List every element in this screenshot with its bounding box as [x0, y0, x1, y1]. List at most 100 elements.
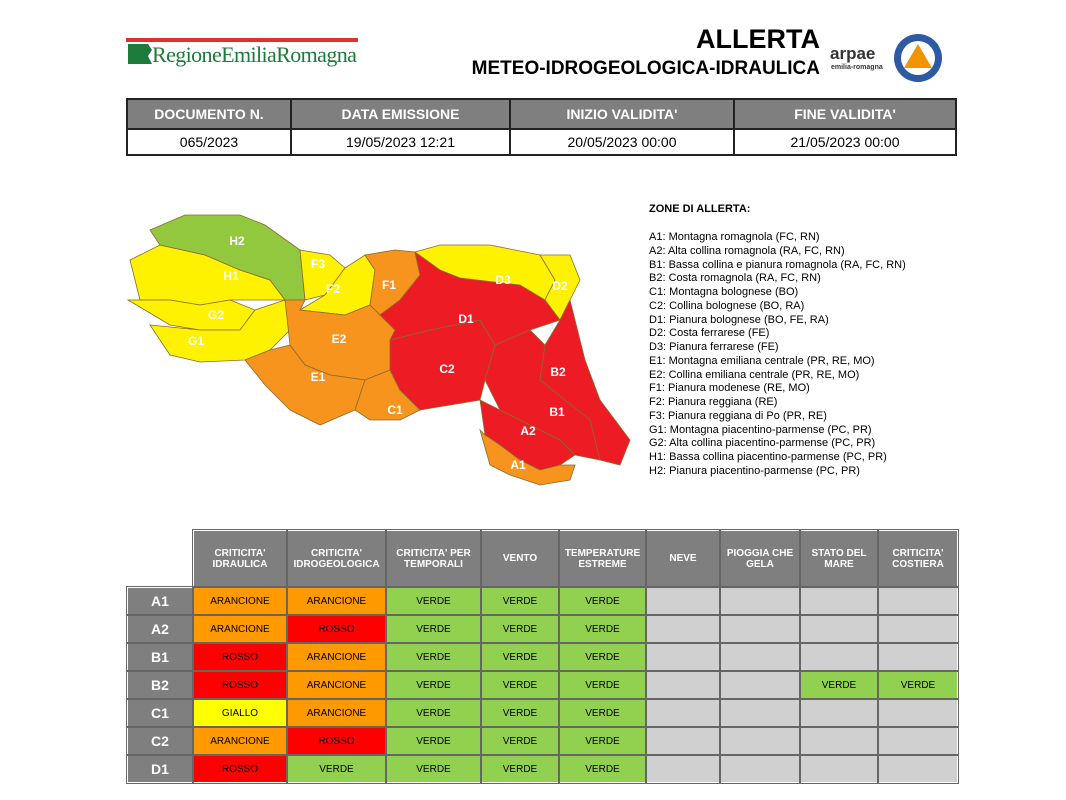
level-cell: VERDE — [286, 754, 387, 784]
level-cell: VERDE — [558, 670, 647, 700]
zone-label: D3 — [495, 273, 511, 287]
level-cell: VERDE — [558, 586, 647, 616]
level-cell: ARANCIONE — [286, 642, 387, 672]
empty-cell — [719, 698, 801, 728]
empty-cell — [645, 614, 721, 644]
alert-header-row: CRITICITA' IDRAULICA CRITICITA' IDROGEOLO… — [126, 529, 959, 588]
zone-item: B2: Costa romagnola (RA, FC, RN) — [649, 272, 821, 285]
civil-protection-logo — [894, 34, 942, 82]
zone-label: C2 — [439, 362, 455, 376]
level-cell: GIALLO — [192, 698, 288, 728]
empty-cell — [877, 726, 959, 756]
zone-item: E2: Collina emiliana centrale (PR, RE, M… — [649, 368, 860, 381]
level-cell: VERDE — [480, 670, 560, 700]
zone-item: F2: Pianura reggiana (RE) — [649, 396, 778, 409]
empty-cell — [799, 614, 879, 644]
empty-cell — [719, 726, 801, 756]
alert-header: CRITICITA' IDRAULICA — [192, 529, 288, 588]
level-cell: VERDE — [480, 586, 560, 616]
zone-label: G1 — [188, 334, 204, 348]
zone-item: B1: Bassa collina e pianura romagnola (R… — [649, 258, 906, 271]
logo — [126, 38, 358, 64]
zone-item: G1: Montagna piacentino-parmense (PC, PR… — [649, 423, 872, 436]
zone-label: E1 — [311, 370, 326, 384]
alert-header: CRITICITA' COSTIERA — [877, 529, 959, 588]
alert-row: C1 GIALLO ARANCIONE VERDE VERDE VERDE — [126, 698, 959, 728]
empty-cell — [877, 698, 959, 728]
level-cell: VERDE — [385, 698, 482, 728]
zone-item: D1: Pianura bolognese (BO, FE, RA) — [649, 313, 829, 326]
doc-header: FINE VALIDITA' — [733, 98, 957, 130]
zone-item: H1: Bassa collina piacentino-parmense (P… — [649, 451, 887, 464]
level-cell: ARANCIONE — [192, 614, 288, 644]
doc-value: 20/05/2023 00:00 — [509, 128, 735, 156]
empty-cell — [719, 614, 801, 644]
empty-cell — [645, 698, 721, 728]
zone-cell: B2 — [126, 670, 194, 700]
level-cell: VERDE — [385, 670, 482, 700]
alert-header: NEVE — [645, 529, 721, 588]
empty-cell — [877, 586, 959, 616]
zone-item: A1: Montagna romagnola (FC, RN) — [649, 231, 820, 243]
subtitle: METEO-IDROGEOLOGICA-IDRAULICA — [471, 58, 820, 79]
zone-label: A2 — [520, 424, 536, 438]
level-cell: VERDE — [558, 726, 647, 756]
zone-label: H2 — [229, 234, 245, 248]
zone-item: C2: Collina bolognese (BO, RA) — [649, 299, 805, 312]
level-cell: VERDE — [558, 698, 647, 728]
level-cell: VERDE — [385, 642, 482, 672]
empty-cell — [799, 726, 879, 756]
empty-cell — [799, 642, 879, 672]
zone-item: D3: Pianura ferrarese (FE) — [649, 341, 779, 354]
zones-title: ZONE DI ALLERTA: — [649, 203, 751, 215]
level-cell: ROSSO — [192, 670, 288, 700]
zone-label: B2 — [550, 365, 566, 379]
level-cell: ARANCIONE — [192, 586, 288, 616]
alert-row: A2 ARANCIONE ROSSO VERDE VERDE VERDE — [126, 614, 959, 644]
empty-cell — [719, 642, 801, 672]
alert-table: CRITICITA' IDRAULICA CRITICITA' IDROGEOLO… — [126, 529, 959, 784]
doc-value: 065/2023 — [126, 128, 292, 156]
empty-cell — [877, 642, 959, 672]
level-cell: VERDE — [558, 614, 647, 644]
zone-item: F1: Pianura modenese (RE, MO) — [649, 382, 810, 395]
zone-cell: D1 — [126, 754, 194, 784]
empty-cell — [719, 670, 801, 700]
arpae-logo: arpae — [830, 44, 876, 63]
zone-cell: B1 — [126, 642, 194, 672]
empty-cell — [799, 586, 879, 616]
alert-row: B1 ROSSO ARANCIONE VERDE VERDE VERDE — [126, 642, 959, 672]
alert-header: VENTO — [480, 529, 560, 588]
zone-label: A1 — [510, 458, 526, 472]
empty-cell — [719, 586, 801, 616]
zone-item: C1: Montagna bolognese (BO) — [649, 286, 799, 299]
logo-text: RegioneEmiliaRomagna — [152, 42, 357, 67]
zone-label: F2 — [326, 282, 340, 296]
zone-label: B1 — [549, 405, 565, 419]
level-cell: VERDE — [480, 754, 560, 784]
title: ALLERTA — [696, 24, 820, 54]
level-cell: ROSSO — [192, 754, 288, 784]
alert-row: D1 ROSSO VERDE VERDE VERDE VERDE — [126, 754, 959, 784]
zone-label: H1 — [223, 269, 239, 283]
zone-label: C1 — [387, 403, 403, 417]
level-cell: VERDE — [385, 754, 482, 784]
zone-label: F1 — [382, 278, 396, 292]
level-cell: ARANCIONE — [286, 586, 387, 616]
doc-header: INIZIO VALIDITA' — [509, 98, 735, 130]
level-cell: VERDE — [385, 614, 482, 644]
zone-item: F3: Pianura reggiana di Po (PR, RE) — [649, 409, 827, 422]
doc-header: DATA EMISSIONE — [290, 98, 511, 130]
zone-label: D1 — [458, 312, 474, 326]
corner — [126, 529, 194, 588]
alert-header: PIOGGIA CHE GELA — [719, 529, 801, 588]
level-cell: ROSSO — [286, 726, 387, 756]
arpae-sub: emilia-romagna — [831, 64, 883, 71]
doc-value: 21/05/2023 00:00 — [733, 128, 957, 156]
empty-cell — [799, 754, 879, 784]
empty-cell — [645, 642, 721, 672]
empty-cell — [877, 754, 959, 784]
zone-label: D2 — [552, 279, 568, 293]
level-cell: VERDE — [480, 726, 560, 756]
